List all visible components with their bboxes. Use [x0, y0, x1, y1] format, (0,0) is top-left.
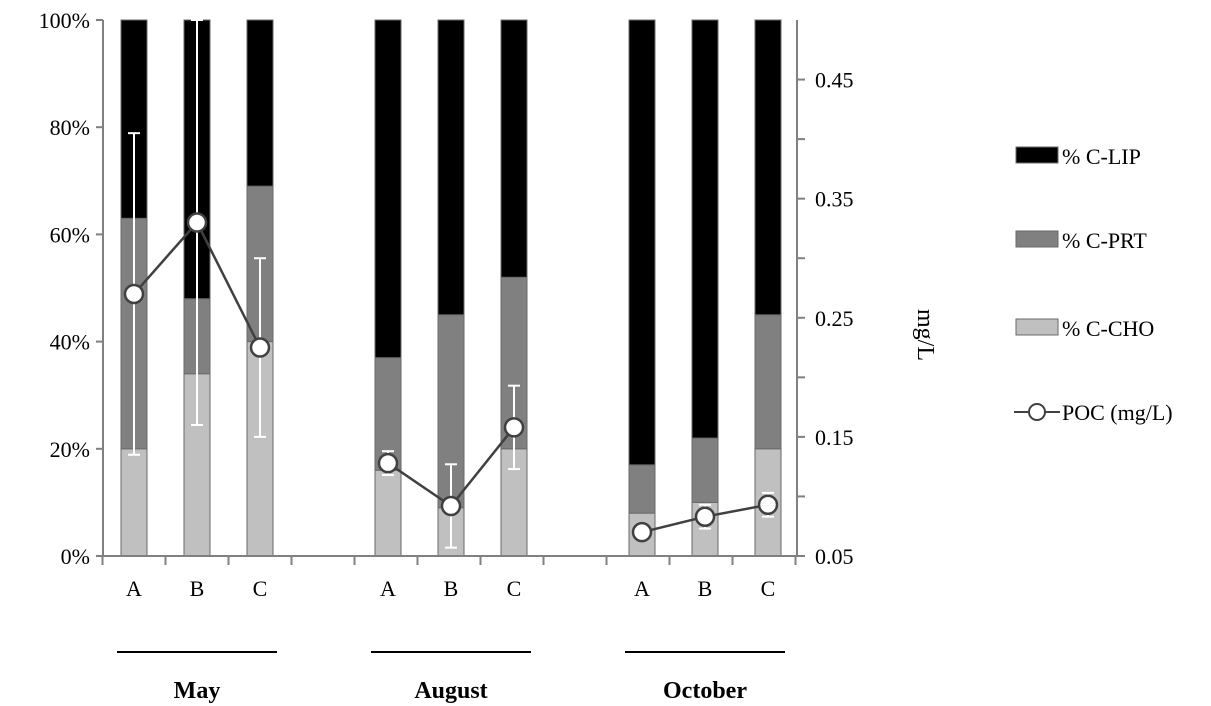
poc-point-august-a [377, 452, 399, 474]
poc-point-may-b [186, 212, 208, 233]
left-tick-label: 20% [50, 437, 90, 462]
left-tick-label: 40% [50, 330, 90, 355]
group-label-may: May [174, 678, 221, 704]
bar-segment-october-c-2 [754, 19, 782, 316]
bar-segment-august-c-2 [500, 19, 528, 278]
bar-segment-may-b-0 [183, 373, 211, 557]
category-label-august-c: C [507, 576, 522, 601]
poc-point-october-b [694, 506, 716, 527]
category-label-may-b: B [190, 576, 205, 601]
group-label-august: August [414, 678, 487, 704]
right-tick-label: 0.35 [815, 187, 854, 212]
category-label-may-c: C [253, 576, 268, 601]
bar-segment-october-a-1 [628, 464, 656, 514]
poc-point-august-b [440, 495, 462, 517]
right-tick-label: 0.05 [815, 544, 854, 569]
bar-segment-august-a-2 [374, 19, 402, 359]
right-tick-label: 0.45 [815, 68, 854, 93]
bar-segment-october-b-1 [691, 437, 719, 503]
bar-segment-may-a-0 [120, 448, 148, 557]
poc-point-may-a [123, 283, 145, 305]
bar-segment-may-c-2 [246, 19, 274, 187]
category-label-october-b: B [698, 576, 713, 601]
category-label-may-a: A [126, 576, 142, 601]
poc-point-august-c [503, 417, 525, 438]
legend: % C-LIP % C-PRT % C-CHO POC (mg/L) [1014, 144, 1173, 425]
bar-segment-may-a-2 [120, 19, 148, 219]
legend-label-poc: POC (mg/L) [1062, 400, 1173, 425]
poc-line [123, 212, 779, 543]
legend-label-0: % C-LIP [1062, 144, 1141, 169]
group-labels: May August October [117, 651, 785, 704]
poc-point-october-c [757, 494, 779, 516]
category-label-october-c: C [761, 576, 776, 601]
legend-swatch-0 [1015, 146, 1059, 164]
left-tick-label: 60% [50, 222, 90, 247]
category-label-august-a: A [380, 576, 396, 601]
group-label-october: October [663, 678, 747, 704]
legend-label-2: % C-CHO [1062, 316, 1154, 341]
legend-swatch-1 [1015, 230, 1059, 248]
bar-segment-august-a-0 [374, 469, 402, 557]
poc-point-may-c [249, 337, 271, 358]
bar-segment-august-b-2 [437, 19, 465, 316]
legend-label-1: % C-PRT [1062, 228, 1147, 253]
left-tick-label: 80% [50, 115, 90, 140]
right-tick-label: 0.25 [815, 306, 854, 331]
legend-swatch-2 [1015, 318, 1059, 336]
category-label-october-a: A [634, 576, 650, 601]
right-tick-label: 0.15 [815, 425, 854, 450]
poc-point-october-a [631, 521, 653, 543]
axes: 0% 20% 40% 60% 80% 100% 0.05 0.15 0.25 0.35 0.45 A B… [39, 8, 854, 601]
bar-segment-october-a-2 [628, 19, 656, 466]
legend-marker-swatch [1028, 403, 1046, 421]
right-axis-title: mg/L [912, 309, 938, 361]
left-tick-label: 100% [39, 8, 90, 33]
bar-segment-october-b-2 [691, 19, 719, 439]
left-tick-label: 0% [61, 544, 90, 569]
bar-segment-october-c-1 [754, 314, 782, 450]
category-label-august-b: B [444, 576, 459, 601]
